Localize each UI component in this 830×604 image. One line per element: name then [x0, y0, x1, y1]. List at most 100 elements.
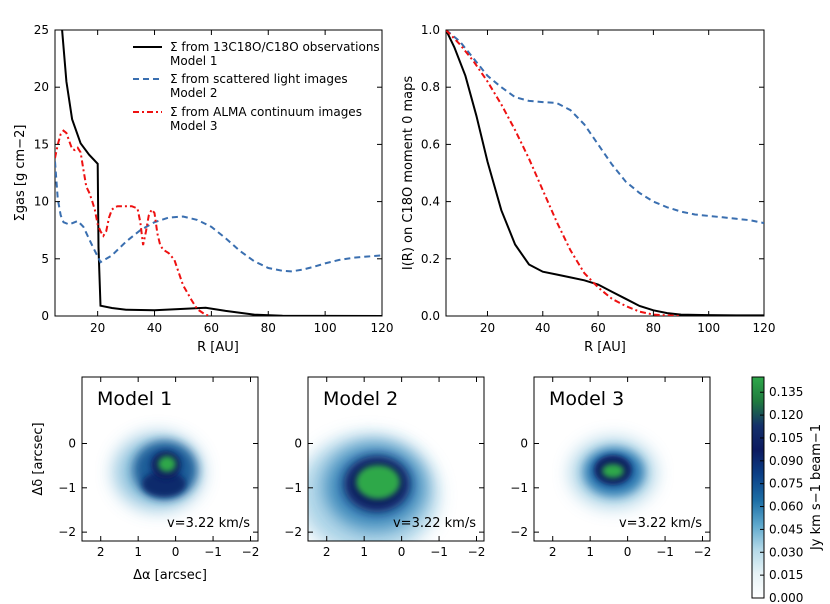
map-x-tick-label: 0	[398, 545, 406, 559]
x-tick-label: 40	[147, 321, 162, 335]
y-tick-label: 20	[34, 80, 49, 94]
colorbar-label: Jy km s−1 beam−1	[809, 424, 824, 551]
legend-label-model-1: Model 1	[170, 54, 217, 68]
colorbar-bar	[751, 376, 765, 599]
emission-peak	[602, 464, 624, 478]
moment-map-1-velocity: v=3.22 km/s	[167, 516, 250, 531]
emission-peak	[356, 465, 400, 499]
map-x-tick-label: 0	[624, 545, 632, 559]
emission-lower-lobe	[142, 471, 186, 497]
map-x-tick-label: −1	[430, 545, 448, 559]
sigma-x-ticks: 20 40 60 80 100 120	[90, 30, 393, 335]
intensity-plot-frame	[445, 29, 765, 317]
series-line-model-3	[55, 129, 212, 316]
series-line-model-2	[55, 161, 382, 273]
colorbar-tick-label: 0.135	[769, 385, 803, 399]
map-x-tick-label: −1	[656, 545, 674, 559]
x-tick-label: 120	[371, 321, 394, 335]
sigma-profile-panel: 20 40 60 80 100 120 0 5 10 15 20 25 R [AU] Σgas [g…	[13, 23, 393, 355]
map-y-tick-label: −2	[284, 525, 302, 539]
x-tick-label: 120	[753, 321, 776, 335]
series-line-model-1	[61, 30, 382, 316]
moment-map-3-velocity: v=3.22 km/s	[619, 516, 702, 531]
colorbar-tick-label: 0.105	[769, 431, 803, 445]
x-tick-label: 60	[204, 321, 219, 335]
map-x-tick-label: 2	[323, 545, 331, 559]
moment-map-2-velocity: v=3.22 km/s	[393, 516, 476, 531]
y-tick-label: 10	[34, 195, 49, 209]
legend-label-13c18o: Σ from 13C18O/C18O observations	[170, 40, 380, 54]
colorbar-tick-label: 0.030	[769, 545, 803, 559]
map-y-tick-label: −1	[510, 481, 528, 495]
colorbar-ticks: 0.135 0.120 0.105 0.090 0.075 0.060 0.045 0.030…	[760, 385, 803, 604]
moment-map-1-emission	[114, 434, 202, 510]
colorbar-tick-label: 0.000	[769, 591, 803, 604]
sigma-plot-frame	[54, 29, 383, 317]
colorbar-tick-label: 0.045	[769, 522, 803, 536]
map-x-tick-label: 2	[549, 545, 557, 559]
intensity-series-group	[446, 30, 764, 316]
x-tick-label: 100	[314, 321, 337, 335]
legend-label-model-2: Model 2	[170, 86, 217, 100]
emission-peak	[158, 456, 176, 472]
map-x-tick-label: −1	[204, 545, 222, 559]
legend-label-alma-continuum: Σ from ALMA continuum images	[170, 105, 362, 119]
moment-map-1-frame	[81, 376, 259, 542]
moment-map-3-title: Model 3	[549, 388, 624, 410]
map-y-tick-label: 0	[520, 436, 528, 450]
y-tick-label: 0	[41, 309, 49, 323]
sigma-legend: Σ from 13C18O/C18O observations Model 1 …	[133, 40, 380, 133]
series-line-model-1	[446, 30, 764, 316]
y-tick-label: 0.8	[421, 80, 440, 94]
colorbar: 0.135 0.120 0.105 0.090 0.075 0.060 0.045 0.030…	[751, 376, 824, 604]
sigma-y-axis-label: Σgas [g cm−2]	[13, 125, 28, 222]
map-x-tick-label: 0	[172, 545, 180, 559]
x-tick-label: 100	[697, 321, 720, 335]
moment-map-1-title: Model 1	[97, 388, 172, 410]
moment-map-2-frame	[307, 376, 485, 542]
colorbar-tick-label: 0.120	[769, 408, 803, 422]
legend-label-model-3: Model 3	[170, 119, 217, 133]
legend-label-scattered-light: Σ from scattered light images	[170, 72, 348, 86]
x-tick-label: 80	[261, 321, 276, 335]
y-tick-label: 0.6	[421, 137, 440, 151]
moment-map-ticks: 2 1 0 −1 −2 0 −1 −2 2 1 0 −1 −2 0 −1 −2 2 1 0 −1 −2 0 −1 −2	[58, 377, 711, 559]
intensity-x-axis-label: R [AU]	[584, 340, 626, 355]
map-x-tick-label: −2	[694, 545, 712, 559]
moment-map-2-emission	[308, 435, 438, 541]
x-tick-label: 40	[535, 321, 550, 335]
map-y-tick-label: 0	[294, 436, 302, 450]
series-line-model-2	[446, 30, 764, 225]
colorbar-tick-label: 0.075	[769, 477, 803, 491]
y-tick-label: 5	[41, 252, 49, 266]
moment-map-3-emission	[571, 439, 655, 507]
y-tick-label: 1.0	[421, 23, 440, 37]
map-y-tick-label: −1	[58, 481, 76, 495]
colorbar-tick-label: 0.090	[769, 454, 803, 468]
intensity-y-ticks: 0.0 0.2 0.4 0.6 0.8 1.0	[421, 23, 764, 323]
x-tick-label: 20	[90, 321, 105, 335]
moment-map-1: Model 1 v=3.22 km/s	[81, 376, 259, 542]
moment-map-3: Model 3 v=3.22 km/s	[533, 376, 711, 542]
intensity-y-axis-label: I(R) on C18O moment 0 maps	[401, 76, 416, 270]
y-tick-label: 0.0	[421, 309, 440, 323]
moment-map-2-title: Model 2	[323, 388, 398, 410]
x-tick-label: 60	[590, 321, 605, 335]
y-tick-label: 15	[34, 137, 49, 151]
map-x-tick-label: −2	[242, 545, 260, 559]
moment-map-y-axis-label: Δδ [arcsec]	[31, 422, 46, 495]
map-x-tick-label: −2	[468, 545, 486, 559]
x-tick-label: 80	[646, 321, 661, 335]
map-x-tick-label: 1	[360, 545, 368, 559]
sigma-series-group	[55, 30, 382, 316]
series-line-model-3	[446, 30, 682, 316]
moment-map-2: Model 2 v=3.22 km/s	[307, 376, 485, 542]
map-x-tick-label: 1	[586, 545, 594, 559]
map-x-tick-label: 1	[134, 545, 142, 559]
intensity-x-ticks: 20 40 60 80 100 120	[480, 30, 776, 335]
moment-map-3-frame	[533, 376, 711, 542]
map-x-tick-label: 2	[97, 545, 105, 559]
map-y-tick-label: −2	[58, 525, 76, 539]
map-y-tick-label: −1	[284, 481, 302, 495]
x-tick-label: 20	[480, 321, 495, 335]
